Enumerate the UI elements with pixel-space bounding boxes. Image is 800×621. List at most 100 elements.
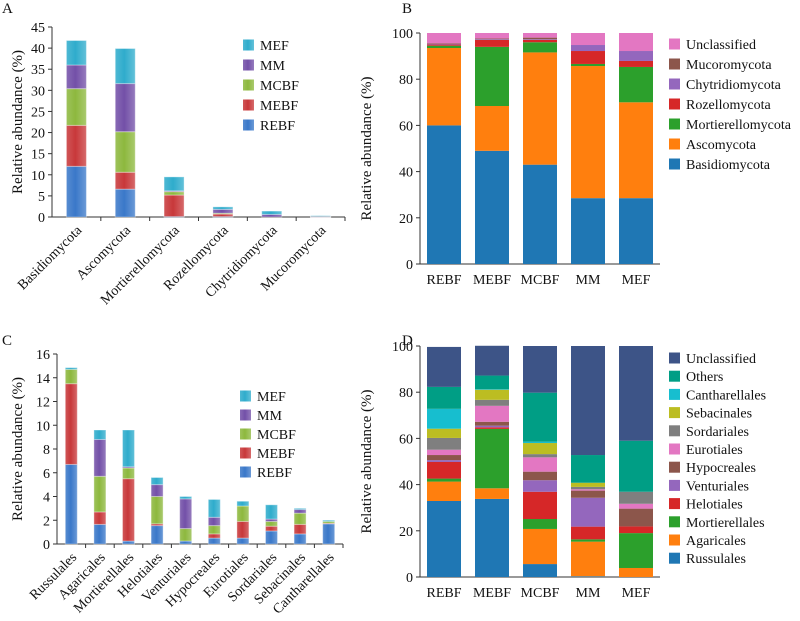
legend-item-mortierellales: Mortierellales [669,516,765,531]
y-tick-label: 12 [36,396,50,411]
bar-segment-hypocreales-mef [207,498,221,518]
legend-item-unclassified: Unclassified [669,352,756,367]
bar-segment-basidiomycota-mebf [65,124,87,167]
bar-segment-rebf-helotiales [427,461,461,479]
legend-swatch [669,407,680,419]
legend-item-venturiales: Venturiales [669,479,749,494]
bar-segment-mef-unclassified [619,346,653,441]
y-tick-label: 25 [31,105,45,120]
legend-item-chytridiomycota: Chytridiomycota [669,78,782,93]
bar-segment-mebf-ascomycota [475,105,509,151]
legend-label: Basidiomycota [686,158,771,173]
bar-segment-mebf-basidiomycota [475,150,509,264]
bar-segment-mef-chytridiomycota [619,51,653,61]
y-tick-label: 100 [392,340,413,355]
y-tick-label: 60 [399,119,413,134]
bar-segment-mebf-hypocreales [475,421,509,426]
x-tick-label: Basidiomycota [15,223,86,294]
legend-label: Russulales [686,552,746,567]
panel-letter: D [402,333,413,349]
bar-segment-helotiales-rebf [150,525,164,545]
bar-segment-hypocreales-rebf [207,537,221,545]
bar-segment-venturiales-mef [179,496,193,500]
bar-segment-agaricales-mef [93,429,107,440]
bar-segment-rebf-basidiomycota [427,125,461,265]
legend-swatch [669,78,680,90]
bar-segment-mm-hypocreales [571,490,605,498]
bar-segment-mcbf-sordariales [523,454,557,458]
bar-segment-mcbf-others [523,392,557,442]
bar-segment-sebacinales-mebf [293,523,307,535]
bar-segment-mebf-mucoromycota [475,38,509,40]
bar-segment-mef-eurotiales [619,503,653,509]
bar-segment-sordariales-mef [265,504,278,520]
bar-segment-mortierellomycota-mebf [163,194,185,218]
legend: Unclassified Others Cantharellales Sebacina… [669,352,766,567]
legend-swatch [669,498,680,510]
y-tick-label: 20 [399,525,413,540]
bar-segment-rebf-mortierellales [427,478,461,482]
bar-segment-mcbf-sebacinales [523,443,557,455]
legend-swatch [240,428,251,440]
legend-swatch [669,138,680,150]
legend-swatch [669,98,680,110]
x-tick-label: MEBF [473,586,511,601]
bar-segment-cantharellales-mef [322,519,336,522]
bar-segment-mef-unclassified [619,33,653,52]
y-tick-label: 40 [399,166,413,181]
y-tick-label: 14 [36,372,50,387]
legend-label: REBF [260,119,295,134]
bar-segment-mebf-sordariales [475,399,509,406]
bar-segment-mebf-helotiales [475,427,509,429]
bar-segment-mm-chytridiomycota [571,45,605,52]
bar-segment-rebf-hypocreales [427,455,461,461]
bar-segment-rebf-eurotiales [427,449,461,456]
legend-item-mortierellomycota: Mortierellomycota [669,118,792,133]
bar-segment-mortierellales-mebf [122,478,135,542]
x-tick-label: REBF [426,273,461,288]
y-tick-label: 60 [399,432,413,447]
bar-segment-mef-mortierellales [619,533,653,568]
bar-segment-mebf-russulales [475,498,509,577]
legend-item-mcbf: MCBF [240,428,296,443]
bar-segment-rebf-mucoromycota [427,43,461,44]
bar-segment-mebf-unclassified [475,345,509,376]
legend-swatch [243,99,254,111]
legend-item-mebf: MEBF [240,447,295,462]
x-tick-label: MM [576,586,601,601]
bar-segment-chytridiomycota-mef [261,210,283,215]
bar-segment-mm-venturiales [571,497,605,527]
y-tick-label: 6 [43,467,50,482]
legend-swatch [669,516,680,528]
y-tick-label: 5 [38,190,45,205]
legend-label: Rozellomycota [686,98,772,113]
y-tick-label: 80 [399,73,413,88]
legend-label: Mortierellomycota [686,118,792,133]
bar-segment-russulales-mef [64,367,78,370]
y-tick-label: 16 [36,348,50,363]
bar-segment-mcbf-agaricales [523,528,557,565]
panel-a: A 0 5 10 15 20 25 30 35 40 45 Relative abundance (%… [2,1,346,308]
bar-segment-ascomycota-mebf [114,171,136,190]
bar-segment-mef-hypocreales [619,508,653,527]
bar-segment-mebf-mortierellomycota [475,46,509,106]
bar-segment-sebacinales-mcbf [293,512,307,525]
legend-item-basidiomycota: Basidiomycota [669,158,771,173]
bar-segment-ascomycota-mcbf [114,131,136,173]
legend: MEF MM MCBF MEBF REBF [243,39,299,134]
bar-segment-eurotiales-mcbf [236,505,250,522]
bar-segment-mcbf-eurotiales [523,457,557,472]
legend-label: MEBF [260,99,298,114]
bar-segment-mm-mortierellales [571,539,605,542]
bar-segment-mm-others [571,455,605,483]
legend-item-sordariales: Sordariales [669,425,749,440]
x-tick-label: MEF [622,273,651,288]
bar-segment-basidiomycota-mm [65,64,87,90]
legend-swatch [240,409,251,421]
legend-swatch [669,352,680,364]
bar-segment-mcbf-mucoromycota [523,37,557,40]
legend-label: MM [260,59,285,74]
bar-segment-agaricales-mcbf [93,475,107,513]
bar-segment-mortierellales-mef [122,429,135,468]
legend-item-rebf: REBF [243,119,295,134]
